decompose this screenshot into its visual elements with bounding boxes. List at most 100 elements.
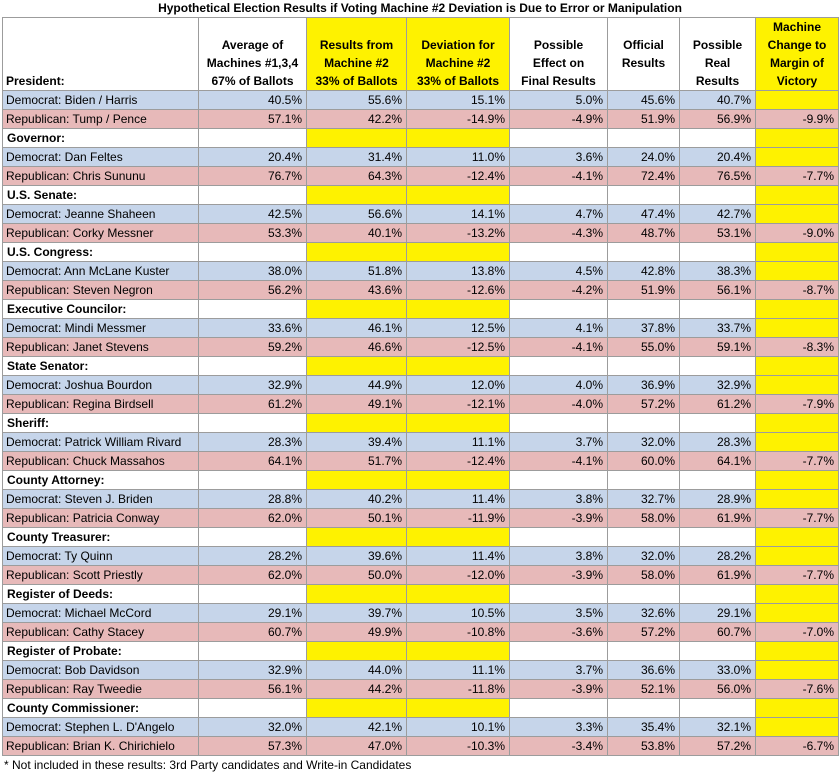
value-cell: 58.0% xyxy=(607,508,680,528)
value-cell: 56.2% xyxy=(198,280,307,300)
office-label: Governor: xyxy=(2,128,199,148)
header-machine-change: Machine Change to Margin of Victory xyxy=(755,17,839,91)
empty-cell xyxy=(679,698,756,718)
democrat-row: Democrat: Jeanne Shaheen 42.5% 56.6% 14.1% 4… xyxy=(2,204,839,224)
value-cell: 36.6% xyxy=(607,660,680,680)
value-cell: 36.9% xyxy=(607,375,680,395)
section-row: County Attorney: xyxy=(2,470,839,490)
empty-cell xyxy=(755,299,839,319)
value-cell: 45.6% xyxy=(607,90,680,110)
value-cell: 49.9% xyxy=(306,622,407,642)
candidate-name: Democrat: Ann McLane Kuster xyxy=(2,261,199,281)
value-cell: 3.6% xyxy=(509,147,608,167)
empty-cell xyxy=(198,698,307,718)
value-cell: 11.4% xyxy=(406,489,510,509)
democrat-row: Democrat: Dan Feltes 20.4% 31.4% 11.0% 3.6% 2… xyxy=(2,147,839,167)
margin-cell: -7.7% xyxy=(755,166,839,186)
value-cell: -12.4% xyxy=(406,451,510,471)
office-label: U.S. Congress: xyxy=(2,242,199,262)
empty-cell xyxy=(679,584,756,604)
value-cell: 39.7% xyxy=(306,603,407,623)
value-cell: 57.3% xyxy=(198,736,307,756)
empty-cell xyxy=(406,299,510,319)
value-cell: 50.1% xyxy=(306,508,407,528)
empty-cell xyxy=(509,413,608,433)
value-cell: 5.0% xyxy=(509,90,608,110)
value-cell: 3.7% xyxy=(509,660,608,680)
value-cell: 72.4% xyxy=(607,166,680,186)
empty-cell xyxy=(509,356,608,376)
value-cell: -10.3% xyxy=(406,736,510,756)
value-cell: 62.0% xyxy=(198,565,307,585)
value-cell: 32.9% xyxy=(198,660,307,680)
empty-cell xyxy=(755,128,839,148)
empty-cell xyxy=(755,470,839,490)
candidate-name: Republican: Chris Sununu xyxy=(2,166,199,186)
value-cell: 56.9% xyxy=(679,109,756,129)
empty-cell xyxy=(679,527,756,547)
value-cell: -4.3% xyxy=(509,223,608,243)
empty-cell xyxy=(198,584,307,604)
empty-cell xyxy=(306,356,407,376)
empty-cell xyxy=(679,413,756,433)
republican-row: Republican: Scott Priestly 62.0% 50.0% -12.… xyxy=(2,565,839,585)
candidate-name: Democrat: Dan Feltes xyxy=(2,147,199,167)
value-cell: 33.0% xyxy=(679,660,756,680)
value-cell: 29.1% xyxy=(679,603,756,623)
value-cell: 53.3% xyxy=(198,223,307,243)
value-cell: 44.2% xyxy=(306,679,407,699)
candidate-name: Republican: Ray Tweedie xyxy=(2,679,199,699)
office-label: U.S. Senate: xyxy=(2,185,199,205)
value-cell: 59.2% xyxy=(198,337,307,357)
value-cell: 57.2% xyxy=(607,622,680,642)
democrat-row: Democrat: Patrick William Rivard 28.3% 39.… xyxy=(2,432,839,452)
margin-cell xyxy=(755,432,839,452)
margin-cell xyxy=(755,717,839,737)
candidate-name: Republican: Corky Messner xyxy=(2,223,199,243)
value-cell: 4.0% xyxy=(509,375,608,395)
margin-cell: -9.0% xyxy=(755,223,839,243)
value-cell: -4.0% xyxy=(509,394,608,414)
value-cell: 33.7% xyxy=(679,318,756,338)
value-cell: 44.9% xyxy=(306,375,407,395)
empty-cell xyxy=(509,641,608,661)
value-cell: 48.7% xyxy=(607,223,680,243)
empty-cell xyxy=(306,470,407,490)
office-label: County Attorney: xyxy=(2,470,199,490)
value-cell: -13.2% xyxy=(406,223,510,243)
empty-cell xyxy=(509,128,608,148)
republican-row: Republican: Chris Sununu 76.7% 64.3% -12.4%… xyxy=(2,166,839,186)
democrat-row: Democrat: Ty Quinn 28.2% 39.6% 11.4% 3.8% 32.… xyxy=(2,546,839,566)
empty-cell xyxy=(406,584,510,604)
office-label: County Treasurer: xyxy=(2,527,199,547)
empty-cell xyxy=(679,470,756,490)
value-cell: -12.1% xyxy=(406,394,510,414)
section-row: State Senator: xyxy=(2,356,839,376)
value-cell: 60.7% xyxy=(198,622,307,642)
value-cell: -4.1% xyxy=(509,337,608,357)
value-cell: 28.3% xyxy=(679,432,756,452)
value-cell: 3.3% xyxy=(509,717,608,737)
value-cell: 76.5% xyxy=(679,166,756,186)
value-cell: 61.2% xyxy=(198,394,307,414)
empty-cell xyxy=(406,641,510,661)
value-cell: 38.3% xyxy=(679,261,756,281)
results-table: President: Average of Machines #1,3,4 67% … xyxy=(2,17,839,756)
value-cell: 64.1% xyxy=(679,451,756,471)
value-cell: 20.4% xyxy=(198,147,307,167)
value-cell: -4.9% xyxy=(509,109,608,129)
section-row: County Treasurer: xyxy=(2,527,839,547)
section-row: U.S. Senate: xyxy=(2,185,839,205)
empty-cell xyxy=(509,584,608,604)
empty-cell xyxy=(406,470,510,490)
value-cell: 40.7% xyxy=(679,90,756,110)
header-possible-effect: Possible Effect on Final Results xyxy=(509,17,608,91)
office-label: Register of Deeds: xyxy=(2,584,199,604)
value-cell: 14.1% xyxy=(406,204,510,224)
value-cell: 32.0% xyxy=(198,717,307,737)
republican-row: Republican: Chuck Massahos 64.1% 51.7% -12.… xyxy=(2,451,839,471)
margin-cell: -7.7% xyxy=(755,508,839,528)
democrat-row: Democrat: Michael McCord 29.1% 39.7% 10.5% 3… xyxy=(2,603,839,623)
empty-cell xyxy=(198,185,307,205)
value-cell: 39.6% xyxy=(306,546,407,566)
